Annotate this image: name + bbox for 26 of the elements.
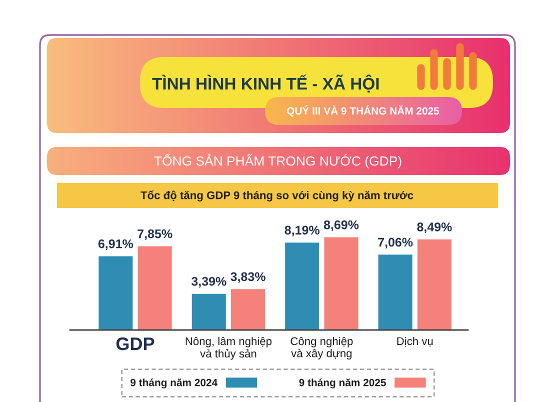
data-label: 8,49% [417,222,452,234]
data-label: 3,39% [191,276,226,288]
x-tick-label: GDP [116,337,154,350]
data-label: 6,91% [98,239,134,250]
bar [231,289,266,330]
bar [192,294,226,330]
text: TỔNG SẢN PHẨM TRONG NƯỚC (GDP) [154,154,402,168]
data-label: 7,06% [378,238,413,248]
x-tick-label: Dịch vụ [397,336,433,347]
text: Tốc độ tăng GDP 9 tháng so với cùng kỳ năm trước [140,190,414,202]
bar [378,254,412,330]
bar [285,242,320,330]
bar [324,237,358,330]
legend-label: 9 tháng năm 2025 [299,378,386,388]
data-label: 7,85% [138,229,172,240]
bar [417,239,452,330]
data-label: 8,19% [284,226,320,236]
x-tick-label: Nông, lâm nghiệp và thủy sản [186,336,272,360]
legend-label: 9 tháng năm 2024 [130,378,218,388]
data-label: 3,83% [230,272,266,283]
chart-title: TÌNH HÌNH KINH TẾ - XÃ HỘI [152,74,379,92]
chart-subtitle: QUÝ III VÀ 9 THÁNG NĂM 2025 [287,105,440,117]
data-label: 8,69% [324,220,359,232]
bar [138,246,172,330]
bar [98,256,133,330]
x-tick-label: Công nghiệp và xây dựng [290,336,353,360]
